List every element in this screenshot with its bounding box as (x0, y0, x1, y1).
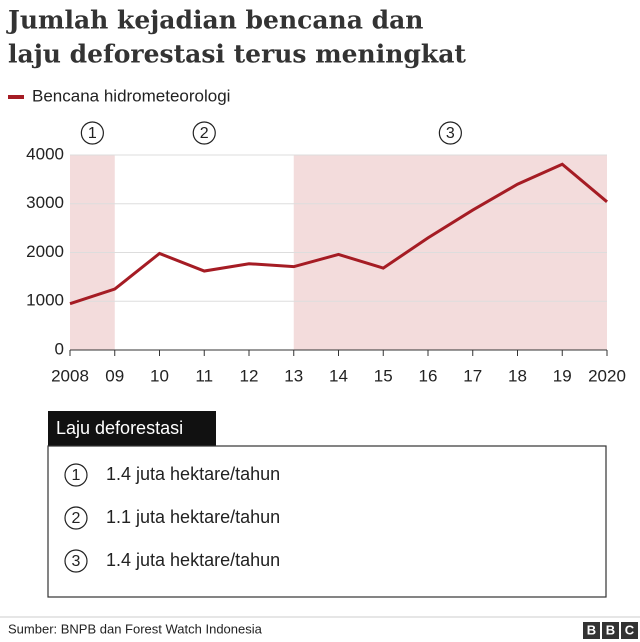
period-marker (438, 121, 462, 145)
item-marker-label: 2 (72, 510, 81, 527)
x-tick-label: 10 (150, 366, 169, 385)
box-header: Laju deforestasi (56, 418, 183, 438)
x-tick-label: 18 (508, 366, 527, 385)
box (47, 445, 607, 598)
source: Sumber: BNPB dan Forest Watch Indonesia (8, 621, 263, 636)
x-tick-label: 17 (463, 366, 482, 385)
chart-title: laju deforestasi terus meningkat (8, 40, 466, 69)
x-tick-label: 15 (374, 366, 393, 385)
y-tick-label: 2000 (26, 242, 64, 261)
item-marker (64, 506, 88, 530)
chart-title: Jumlah kejadian bencana dan (6, 6, 423, 35)
period-marker (80, 121, 104, 145)
y-tick-label: 1000 (26, 291, 64, 310)
period-marker (192, 121, 216, 145)
item-text: 1.4 juta hektare/tahun (106, 464, 280, 484)
x-tick-label: 13 (284, 366, 303, 385)
period-label: 2 (200, 125, 209, 142)
y-tick-label: 3000 (26, 193, 64, 212)
logo-letter: B (606, 622, 615, 637)
x-tick-label: 09 (105, 366, 124, 385)
x-tick-label: 2020 (588, 366, 626, 385)
x-tick-label: 19 (553, 366, 572, 385)
item-marker-label: 1 (72, 467, 81, 484)
period-label: 1 (88, 125, 97, 142)
logo-letter: B (587, 622, 596, 637)
logo-box (583, 622, 600, 639)
period-label: 3 (446, 125, 455, 142)
logo-box (602, 622, 619, 639)
x-tick-label: 12 (240, 366, 259, 385)
legend-swatch (8, 95, 24, 99)
y-tick-label: 0 (55, 339, 64, 358)
item-marker (64, 463, 88, 487)
box-header-bg (48, 411, 216, 446)
x-tick-label: 16 (419, 366, 438, 385)
data-line (69, 162, 608, 306)
legend-label: Bencana hidrometeorologi (32, 86, 230, 105)
logo-box (621, 622, 638, 639)
y-tick-label: 4000 (26, 144, 64, 163)
item-text: 1.4 juta hektare/tahun (106, 550, 280, 570)
item-marker-label: 3 (72, 553, 81, 570)
item-marker (64, 549, 88, 573)
logo-letter: C (625, 622, 635, 637)
x-tick-label: 14 (329, 366, 348, 385)
item-text: 1.1 juta hektare/tahun (106, 507, 280, 527)
x-tick-label: 11 (195, 366, 213, 385)
x-tick-label: 2008 (51, 366, 89, 385)
